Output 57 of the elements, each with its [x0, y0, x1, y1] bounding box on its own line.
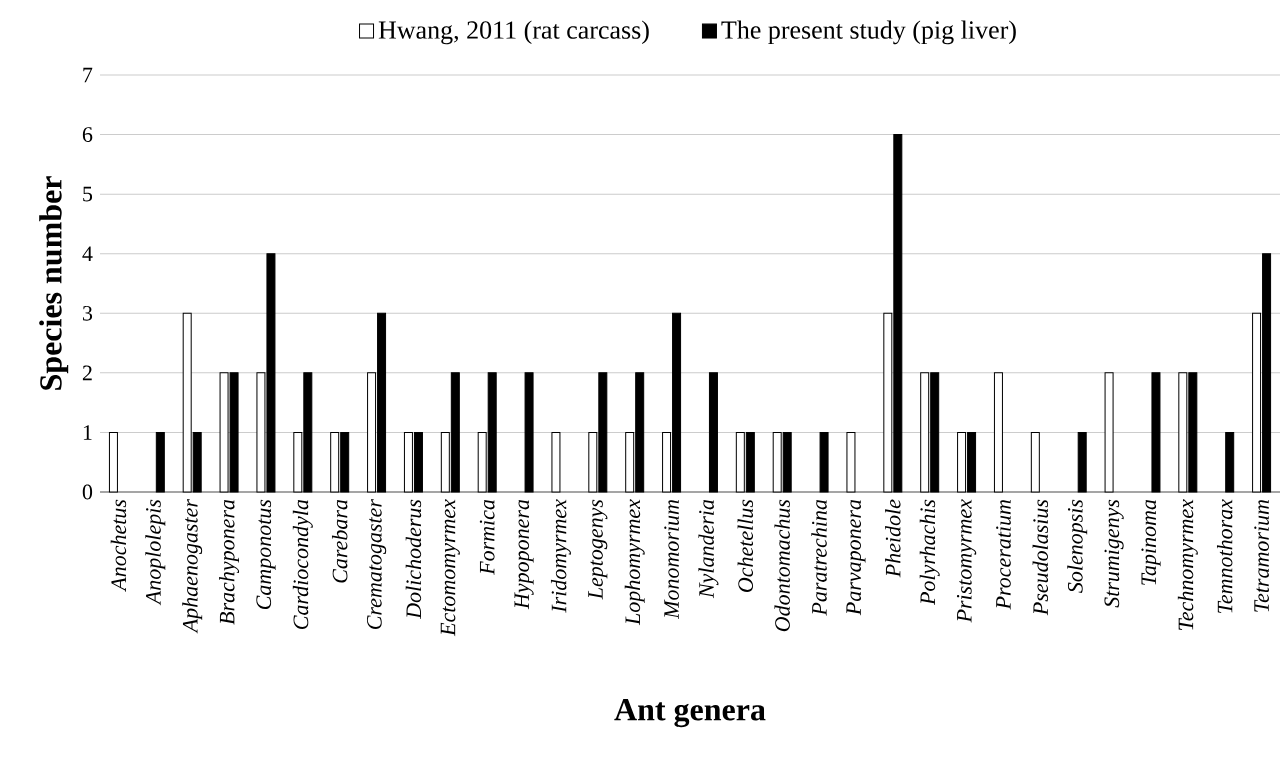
bar: [846, 431, 856, 493]
y-tick-label: 7: [83, 67, 93, 83]
x-tick-label: Cardiocondyla: [292, 499, 313, 630]
x-tick-label: Leptogenys: [588, 499, 608, 600]
y-tick-label: 6: [82, 127, 93, 142]
x-tick-label: Anochetus: [110, 499, 127, 592]
bar: [708, 372, 718, 493]
x-tick-label: Pristomyrmex: [956, 499, 977, 623]
x-tick-label: Temnothorax: [1216, 499, 1233, 613]
x-tick-label: Ectomomyrmex: [440, 499, 460, 637]
x-tick-label: Technomyrmex: [1177, 499, 1198, 630]
x-tick-label: Tapinoma: [1141, 499, 1161, 585]
x-tick-label: Brachyponera: [219, 499, 240, 625]
bar: [1151, 372, 1161, 493]
x-tick-label: Polyrhachis: [919, 499, 940, 606]
bar: [819, 431, 829, 493]
bar: [108, 431, 118, 493]
x-tick-label: Monomorium: [664, 500, 679, 620]
x-axis-title: Ant genera: [614, 699, 766, 728]
x-tick-label: Anoplolepis: [145, 499, 166, 606]
x-tick-label: Tetramorium: [1254, 499, 1269, 612]
bar: [1077, 431, 1087, 493]
y-tick-label: 2: [82, 365, 92, 381]
x-tick-label: Lophomyrmex: [624, 499, 645, 626]
x-tick-label: Dolichoderus: [405, 499, 422, 620]
x-tick-label: Aphaenogaster: [182, 498, 203, 634]
x-tick-label: Pseudolasius: [1032, 499, 1049, 616]
x-tick-label: Proceratium: [996, 499, 1011, 610]
bar: [524, 372, 534, 493]
y-tick-label: 3: [83, 305, 93, 321]
bar: [993, 372, 1003, 493]
y-tick-label: 5: [83, 186, 93, 202]
bar: [1104, 372, 1114, 493]
x-tick-label: Nylanderia: [698, 499, 719, 599]
bar: [155, 431, 165, 493]
x-tick-label: Camponotus: [256, 499, 276, 610]
x-tick-label: Solenopsis: [1067, 499, 1088, 593]
y-axis-title: Species number: [39, 176, 69, 390]
x-tick-label: Iridomyrmex: [550, 499, 571, 613]
x-tick-label: Hypoponera: [514, 499, 534, 610]
x-tick-label: Formica: [479, 499, 495, 575]
x-tick-label: Strumigenys: [1104, 499, 1124, 608]
x-tick-label: Crematogaster: [366, 499, 387, 630]
y-tick-label: 4: [82, 246, 93, 261]
x-tick-label: Paratrechina: [811, 499, 827, 616]
legend-label: Hwang, 2011 (rat carcass): [378, 20, 649, 45]
y-tick-label: 1: [83, 425, 92, 440]
bar: [1030, 431, 1040, 493]
bar: [551, 431, 561, 493]
y-tick-label: 0: [82, 484, 93, 500]
x-tick-label: Carebara: [331, 499, 348, 583]
legend-label: The present study (pig liver): [721, 20, 1016, 45]
x-tick-label: Parvaponera: [846, 499, 866, 616]
bar: [1225, 431, 1235, 493]
x-tick-label: Odontomachus: [774, 499, 790, 632]
x-tick-label: Pheidole: [885, 499, 901, 578]
x-tick-label: Ochetellus: [737, 499, 754, 593]
